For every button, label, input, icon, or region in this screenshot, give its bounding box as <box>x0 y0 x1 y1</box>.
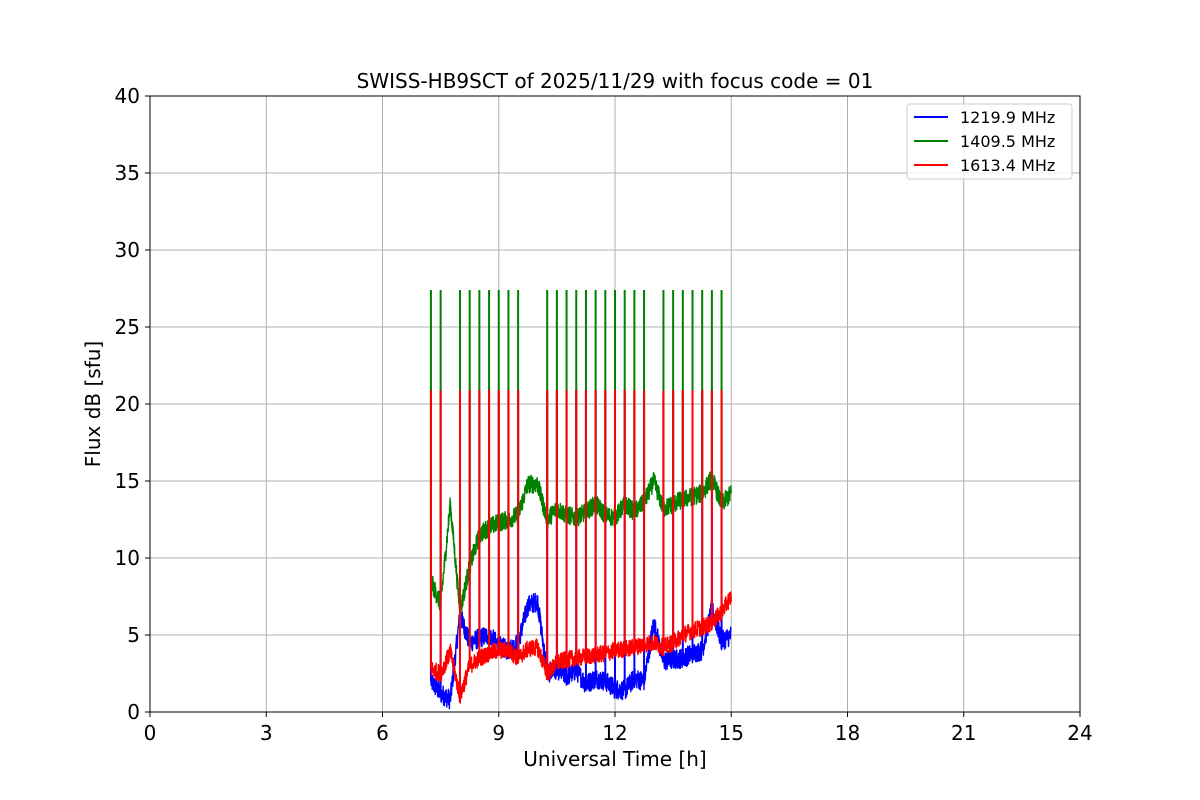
y-tick-label: 5 <box>127 623 140 647</box>
x-tick-label: 9 <box>492 721 505 745</box>
series-line-2 <box>430 591 732 704</box>
y-tick-label: 30 <box>115 238 140 262</box>
y-tick-label: 25 <box>115 315 140 339</box>
y-tick-label: 35 <box>115 161 140 185</box>
y-axis-label: Flux dB [sfu] <box>81 341 105 467</box>
legend-label: 1613.4 MHz <box>960 156 1055 175</box>
x-tick-label: 24 <box>1067 721 1092 745</box>
y-tick-label: 10 <box>115 546 140 570</box>
x-tick-label: 12 <box>602 721 627 745</box>
x-axis: 0 3 6 9 12 15 18 21 24 <box>144 712 1093 745</box>
chart-title: SWISS-HB9SCT of 2025/11/29 with focus co… <box>357 69 874 93</box>
x-tick-label: 3 <box>260 721 273 745</box>
x-tick-label: 6 <box>376 721 389 745</box>
y-tick-label: 0 <box>127 700 140 724</box>
y-tick-label: 40 <box>115 84 140 108</box>
x-axis-label: Universal Time [h] <box>523 747 706 771</box>
y-axis: 0 5 10 15 20 25 30 35 40 <box>115 84 150 724</box>
series-layer <box>429 290 732 710</box>
legend-label: 1409.5 MHz <box>960 132 1055 151</box>
y-tick-label: 20 <box>115 392 140 416</box>
x-tick-label: 21 <box>951 721 976 745</box>
legend: 1219.9 MHz 1409.5 MHz 1613.4 MHz <box>906 103 1073 180</box>
legend-box <box>906 103 1073 180</box>
x-tick-label: 18 <box>835 721 860 745</box>
series-line-1 <box>430 469 732 620</box>
y-tick-label: 15 <box>115 469 140 493</box>
x-tick-label: 15 <box>719 721 744 745</box>
x-tick-label: 0 <box>144 721 157 745</box>
series-line-0 <box>430 592 732 710</box>
legend-label: 1219.9 MHz <box>960 108 1055 127</box>
